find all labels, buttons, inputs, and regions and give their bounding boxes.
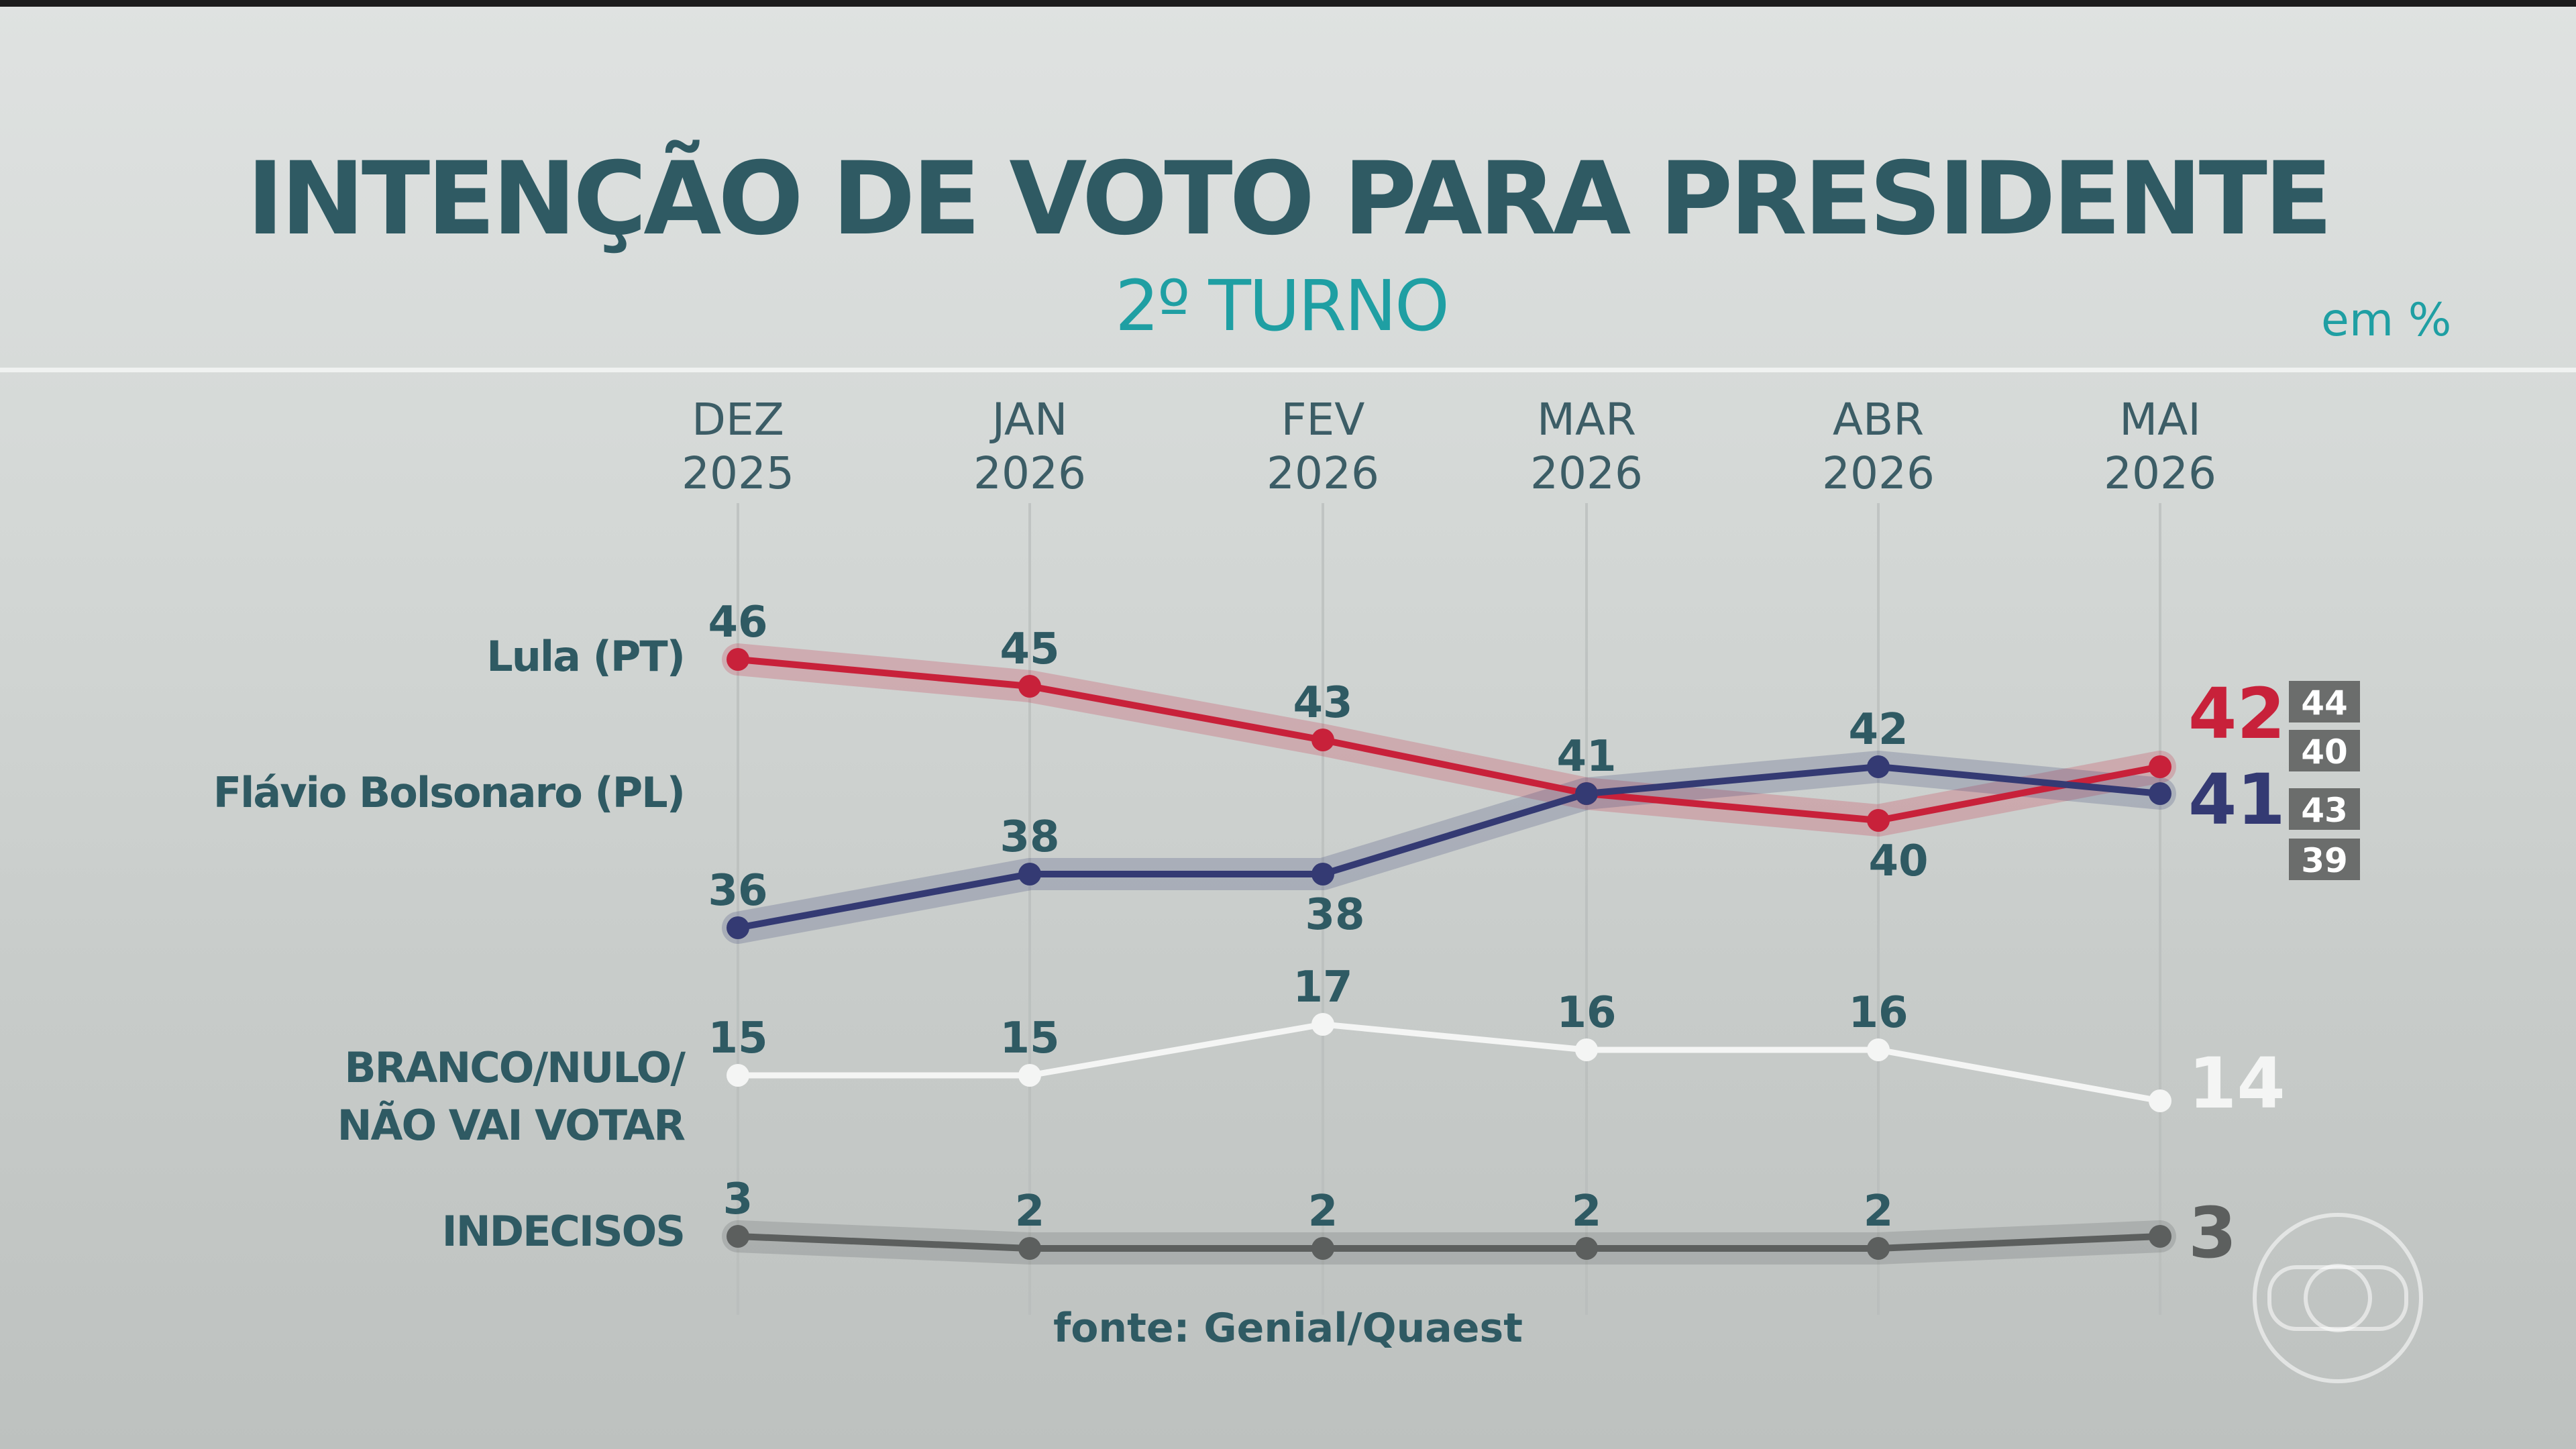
data-point-flavio <box>1575 782 1598 805</box>
margin-value: 44 <box>2301 684 2348 722</box>
data-point-lula <box>727 648 749 671</box>
data-point-indecisos <box>1311 1237 1334 1260</box>
data-point-flavio <box>1311 863 1334 885</box>
data-point-indecisos <box>1575 1237 1598 1260</box>
data-point-indecisos <box>727 1225 749 1248</box>
data-label-branco: 16 <box>1848 988 1908 1038</box>
data-label-flavio: 38 <box>1305 890 1364 940</box>
data-label-indecisos: 2 <box>1015 1187 1045 1236</box>
margin-value: 39 <box>2301 841 2348 880</box>
unit-label: em % <box>2321 294 2452 347</box>
data-label-branco: 15 <box>708 1014 767 1063</box>
x-tick-month: DEZ <box>692 394 784 445</box>
series-name-lula: Lula (PT) <box>486 632 684 681</box>
globo-logo-icon <box>2253 1213 2423 1383</box>
x-tick-month: ABR <box>1833 394 1924 445</box>
data-label-lula: 45 <box>1000 625 1059 674</box>
series-name-indecisos: INDECISOS <box>442 1207 684 1256</box>
top-border <box>0 0 2576 7</box>
data-label-branco: 17 <box>1293 963 1352 1012</box>
margin-box <box>2289 839 2360 880</box>
x-tick-year: 2026 <box>1530 447 1643 499</box>
data-label-indecisos: 3 <box>723 1175 753 1224</box>
series-line-flavio <box>737 763 2161 931</box>
data-point-flavio <box>1018 863 1041 885</box>
data-label-branco: 15 <box>1000 1014 1059 1063</box>
data-point-flavio <box>1867 755 1890 778</box>
x-tick-month: MAR <box>1537 394 1636 445</box>
series-name-flavio: Flávio Bolsonaro (PL) <box>213 768 684 817</box>
x-tick-year: 2026 <box>973 447 1086 499</box>
series-name-branco: BRANCO/NULO/ <box>344 1043 686 1092</box>
data-label-lula: 43 <box>1293 678 1352 728</box>
data-point-branco <box>1575 1038 1598 1061</box>
data-point-lula <box>1311 729 1334 751</box>
series-line-lula <box>737 656 2161 824</box>
data-point-flavio <box>2149 782 2171 805</box>
data-point-lula <box>1018 675 1041 698</box>
data-point-indecisos <box>1867 1237 1890 1260</box>
source-note: fonte: Genial/Quaest <box>1053 1305 1523 1352</box>
margin-value: 43 <box>2301 791 2348 830</box>
margin-box <box>2289 681 2360 722</box>
final-value-branco: 14 <box>2188 1042 2286 1124</box>
data-point-flavio <box>727 916 749 939</box>
chart-title: INTENÇÃO DE VOTO PARA PRESIDENTE <box>246 141 2333 258</box>
header-divider <box>0 368 2576 372</box>
data-point-lula <box>1867 809 1890 832</box>
data-label-indecisos: 2 <box>1572 1187 1602 1236</box>
series-name-branco: NÃO VAI VOTAR <box>337 1101 686 1150</box>
x-tick-month: JAN <box>989 394 1068 445</box>
data-label-branco: 16 <box>1556 988 1616 1038</box>
final-value-flavio: 41 <box>2188 759 2286 841</box>
x-tick-year: 2025 <box>682 447 794 499</box>
data-label-lula: 40 <box>1868 837 1928 886</box>
data-point-lula <box>2149 755 2171 778</box>
data-point-branco <box>727 1064 749 1087</box>
data-label-indecisos: 2 <box>1308 1187 1338 1236</box>
data-label-lula: 46 <box>708 598 767 647</box>
series-line-branco <box>738 1021 2161 1104</box>
series-band-lula <box>722 643 2176 837</box>
data-point-branco <box>1311 1013 1334 1036</box>
data-label-flavio: 38 <box>1000 812 1059 862</box>
series-band-flavio <box>722 751 2176 944</box>
data-point-branco <box>1867 1038 1890 1061</box>
series-line-indecisos <box>737 1233 2161 1252</box>
data-point-branco <box>1018 1064 1041 1087</box>
x-tick-year: 2026 <box>1267 447 1379 499</box>
margin-value: 40 <box>2301 733 2348 771</box>
data-point-indecisos <box>1018 1237 1041 1260</box>
margin-box <box>2289 730 2360 771</box>
data-label-indecisos: 2 <box>1864 1187 1894 1236</box>
x-tick-year: 2026 <box>2104 447 2216 499</box>
data-point-indecisos <box>2149 1225 2171 1248</box>
data-label-flavio: 42 <box>1848 705 1908 755</box>
x-tick-year: 2026 <box>1822 447 1935 499</box>
data-label-lula: 41 <box>1556 732 1616 782</box>
data-point-branco <box>2149 1089 2171 1112</box>
x-tick-month: MAI <box>2119 394 2201 445</box>
x-tick-month: FEV <box>1281 394 1365 445</box>
data-label-flavio: 36 <box>708 866 767 916</box>
chart-subtitle: 2º TURNO <box>1115 265 1450 347</box>
margin-box <box>2289 788 2360 830</box>
final-value-indecisos: 3 <box>2188 1192 2237 1274</box>
final-value-lula: 42 <box>2188 673 2286 755</box>
